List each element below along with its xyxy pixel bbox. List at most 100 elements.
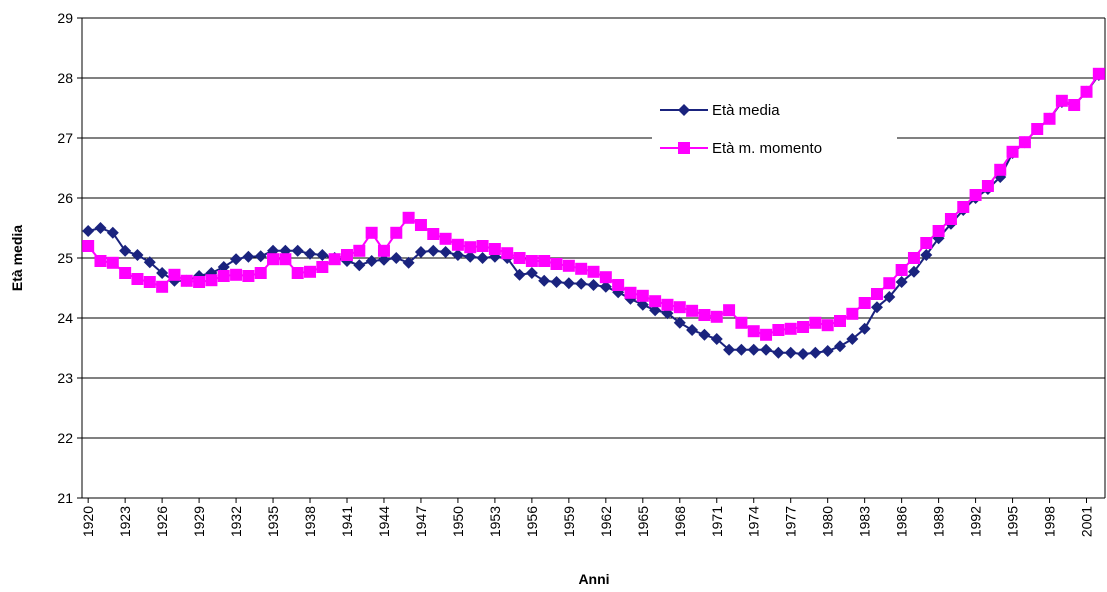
data-point — [414, 246, 427, 258]
x-tick-label: 1980 — [820, 506, 836, 537]
x-tick-label: 1998 — [1042, 506, 1058, 537]
data-point — [883, 291, 896, 303]
data-point — [131, 249, 144, 261]
data-point — [217, 270, 230, 282]
data-point — [451, 238, 464, 251]
x-tick-label: 1983 — [857, 506, 873, 537]
data-point — [538, 255, 551, 267]
data-point — [723, 343, 736, 356]
x-tick-label: 1920 — [80, 506, 96, 537]
data-point — [156, 280, 169, 293]
data-point — [304, 265, 317, 278]
data-point — [427, 244, 440, 257]
data-point — [784, 346, 797, 359]
data-point — [735, 343, 748, 356]
data-point — [304, 247, 317, 260]
x-tick-label: 1977 — [783, 506, 799, 537]
data-point — [513, 268, 526, 281]
data-point — [131, 273, 144, 285]
data-point — [895, 276, 908, 288]
data-point — [809, 346, 822, 359]
data-point — [439, 232, 452, 245]
data-point — [698, 309, 711, 321]
x-tick-label: 1932 — [228, 506, 244, 537]
data-point — [525, 255, 538, 267]
y-tick-label: 23 — [57, 370, 73, 386]
data-point — [106, 226, 119, 239]
x-tick-label: 1947 — [413, 506, 429, 537]
data-point — [168, 268, 181, 281]
x-tick-label: 2001 — [1079, 506, 1095, 537]
y-tick-label: 25 — [57, 250, 73, 266]
data-point — [365, 255, 378, 267]
data-point — [599, 280, 612, 293]
data-point — [883, 277, 896, 290]
data-point — [760, 328, 773, 341]
x-tick-label: 1935 — [265, 506, 281, 537]
y-axis-title: Età media — [9, 225, 25, 291]
legend-label: Età media — [712, 102, 780, 119]
x-tick-label: 1929 — [191, 506, 207, 537]
y-tick-label: 28 — [57, 70, 73, 86]
x-tick-label: 1941 — [339, 506, 355, 537]
data-point — [920, 249, 933, 261]
data-point — [834, 340, 847, 353]
data-point — [476, 252, 489, 264]
y-tick-label: 26 — [57, 190, 73, 206]
data-point — [710, 333, 723, 345]
data-point — [550, 276, 563, 288]
legend-label: Età m. momento — [712, 140, 822, 157]
data-point — [834, 315, 847, 327]
data-point — [291, 267, 304, 279]
data-point — [784, 322, 797, 335]
data-point — [698, 328, 711, 341]
data-point — [476, 240, 489, 252]
x-axis-title: Anni — [578, 571, 609, 587]
data-point — [377, 244, 390, 257]
legend-marker — [678, 142, 690, 154]
data-point — [562, 277, 575, 290]
data-point — [193, 276, 206, 288]
data-point — [612, 279, 625, 291]
y-tick-label: 29 — [57, 10, 73, 26]
data-point — [205, 274, 218, 287]
x-tick-label: 1926 — [154, 506, 170, 537]
data-point — [944, 213, 957, 225]
data-point — [920, 237, 933, 249]
data-point — [907, 265, 920, 278]
data-point — [710, 310, 723, 323]
y-tick-label: 22 — [57, 430, 73, 446]
data-point — [316, 261, 329, 273]
data-point — [254, 267, 267, 279]
data-point — [636, 289, 649, 302]
data-point — [106, 256, 119, 269]
data-point — [279, 253, 292, 266]
data-point — [1068, 99, 1081, 111]
data-point — [747, 325, 760, 338]
data-point — [353, 244, 366, 257]
data-point — [119, 267, 132, 279]
data-point — [1043, 112, 1056, 125]
data-point — [673, 301, 686, 314]
data-point — [772, 346, 785, 359]
data-point — [242, 270, 255, 282]
data-point — [870, 301, 883, 314]
data-point — [747, 343, 760, 356]
data-point — [797, 348, 810, 360]
data-point — [686, 324, 699, 336]
data-point — [587, 279, 600, 291]
data-point — [1080, 85, 1093, 98]
data-point — [525, 267, 538, 279]
data-point — [1055, 94, 1068, 107]
data-point — [156, 267, 169, 279]
data-point — [723, 304, 736, 317]
x-tick-label: 1992 — [968, 506, 984, 537]
data-point — [464, 241, 477, 254]
x-tick-label: 1989 — [931, 506, 947, 537]
data-point — [562, 259, 575, 272]
data-point — [143, 256, 156, 269]
data-point — [981, 180, 994, 192]
data-point — [735, 316, 748, 329]
data-point — [291, 244, 304, 257]
